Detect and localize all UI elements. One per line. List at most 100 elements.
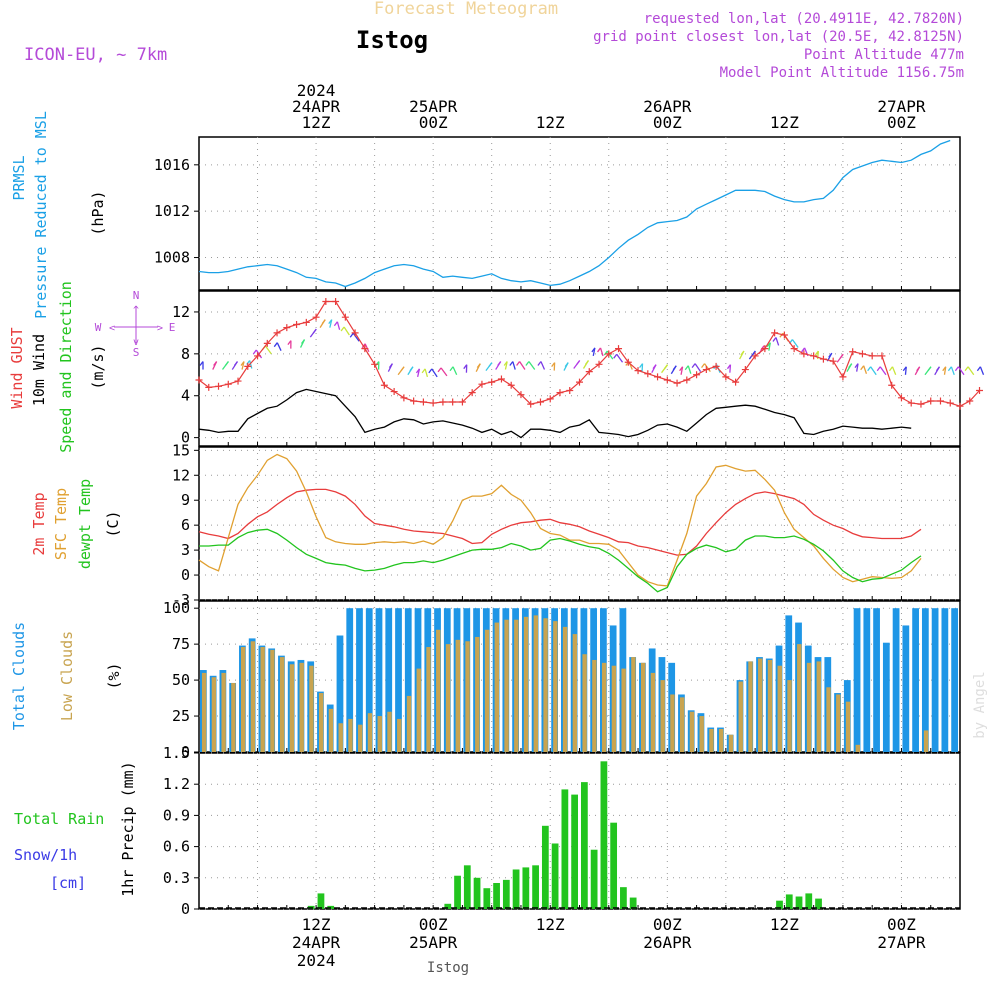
wind-barb-head xyxy=(740,350,745,356)
rain-bar xyxy=(454,875,461,909)
gust-marker xyxy=(517,391,525,399)
gust-marker xyxy=(205,383,213,391)
rain-bar xyxy=(785,894,793,909)
precip-ytick-label: 1.2 xyxy=(163,775,190,793)
wind-barb-head xyxy=(199,361,204,366)
low-clouds-bar xyxy=(484,629,490,752)
temperature-ytick-label: 12 xyxy=(172,466,190,484)
low-clouds-bar xyxy=(806,662,812,752)
wind-barb xyxy=(704,363,711,373)
pressure-label-1: PRMSL xyxy=(10,155,28,200)
wind-barb xyxy=(528,361,536,370)
rain-bar xyxy=(590,849,598,909)
wind-barb-head xyxy=(876,366,881,372)
top-time-label: 2024 xyxy=(297,81,336,100)
rain-bar xyxy=(493,883,500,909)
prmsl-line xyxy=(198,139,951,288)
low-clouds-bar xyxy=(923,730,929,752)
pressure-ytick-label: 1012 xyxy=(154,202,190,220)
rain-bar xyxy=(483,888,491,909)
low-clouds-bar xyxy=(358,724,363,752)
gust-marker xyxy=(361,345,369,353)
low-clouds-bar xyxy=(504,619,509,752)
gust-marker xyxy=(410,397,418,405)
dewpt-temp-line xyxy=(199,528,922,593)
gust-marker xyxy=(868,352,876,360)
total-clouds-bar xyxy=(336,635,344,752)
pressure-panel: 1008 1012 1016 xyxy=(154,136,961,291)
gust-marker xyxy=(312,313,320,321)
gust-marker xyxy=(927,397,935,405)
rain-bar xyxy=(610,822,618,909)
clouds-panel: 0 25 50 75 100 xyxy=(163,599,961,761)
rain-bar xyxy=(620,887,627,909)
wind-barb-head xyxy=(927,366,932,372)
wind-barb-head xyxy=(537,361,542,366)
wind-barb-head xyxy=(942,366,947,372)
wind-barb-head xyxy=(613,353,618,359)
clouds-ytick-label: 50 xyxy=(172,671,190,689)
credit-watermark: by Angel xyxy=(972,671,988,738)
svg-text:<: < xyxy=(109,323,115,334)
wind-barb xyxy=(879,366,887,376)
wind-barb xyxy=(336,321,341,330)
gust-marker xyxy=(732,378,740,386)
low-clouds-bar xyxy=(709,728,714,752)
wind-barb-head xyxy=(684,365,689,371)
gust-marker xyxy=(839,373,847,381)
gust-marker xyxy=(771,329,779,337)
gust-marker xyxy=(624,358,632,366)
wind-ytick-label: 4 xyxy=(181,387,190,405)
wind-barb-head xyxy=(576,360,581,365)
bottom-time-label: 24APR xyxy=(292,933,341,952)
gust-marker xyxy=(741,366,749,374)
low-clouds-bar xyxy=(650,672,656,752)
wind-barb xyxy=(694,363,702,373)
bottom-time-label: 00Z xyxy=(887,915,916,934)
gust-marker xyxy=(673,379,681,387)
low-clouds-bar xyxy=(338,723,343,752)
wind-barb xyxy=(276,342,282,351)
wind-ytick-label: 12 xyxy=(172,303,190,321)
low-clouds-bar xyxy=(211,677,217,752)
2m-temp-line xyxy=(198,488,922,556)
wind-barb-head xyxy=(388,363,393,369)
wind-barb-head xyxy=(639,363,644,369)
gust-marker xyxy=(322,297,330,305)
wind-barb xyxy=(967,366,975,376)
wind-barb-head xyxy=(848,363,853,369)
wind-barb xyxy=(687,365,692,374)
top-time-label: 12Z xyxy=(536,113,565,132)
bottom-time-label: 12Z xyxy=(536,915,565,934)
gust-marker xyxy=(897,394,905,402)
bottom-time-label: 26APR xyxy=(643,933,692,952)
gust-marker xyxy=(634,367,642,375)
wind-barb xyxy=(863,365,868,374)
temperature-ytick-label: 6 xyxy=(181,516,190,534)
wind-barb-head xyxy=(854,363,859,369)
wind-barb-head xyxy=(652,364,657,370)
gust-marker xyxy=(585,368,593,376)
total-clouds-bar xyxy=(921,608,929,752)
temp2m-label: 2m Temp xyxy=(30,492,48,555)
rain-bar xyxy=(473,877,481,909)
low-clouds-bar xyxy=(436,629,441,752)
rain-bar xyxy=(795,896,803,909)
wind-barb-head xyxy=(333,321,338,327)
compass-east: E xyxy=(169,321,176,334)
wind-barb-head xyxy=(252,349,257,355)
low-clouds-bar xyxy=(621,668,626,752)
gust-marker xyxy=(351,329,359,337)
wind-barb xyxy=(249,360,253,369)
low-clouds-bar xyxy=(826,687,831,752)
wind-barb-head xyxy=(751,350,756,356)
gust-marker xyxy=(449,398,457,406)
wind-ytick-label: 0 xyxy=(181,429,190,447)
clouds-ytick-label: 75 xyxy=(172,635,190,653)
gust-marker xyxy=(605,350,613,358)
compass-rose: N ^ W < > E v S xyxy=(95,289,176,359)
gust-marker xyxy=(468,389,476,397)
wind-barb xyxy=(424,368,429,378)
rain-bar xyxy=(541,825,549,909)
